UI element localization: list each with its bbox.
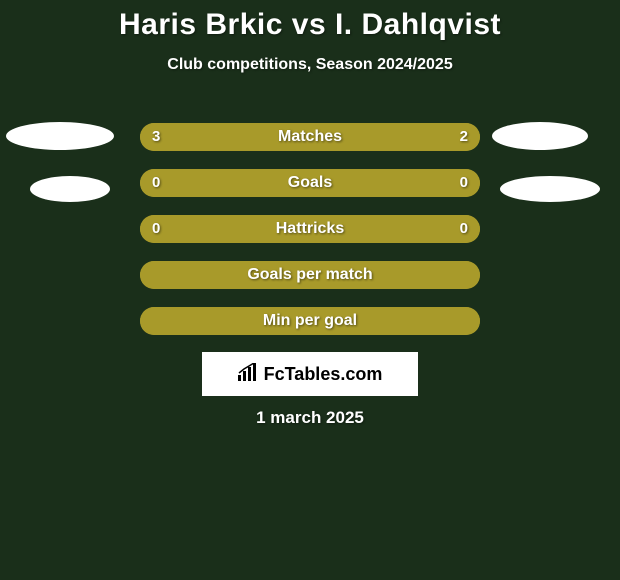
stat-label: Goals per match [140, 261, 480, 289]
stat-label: Matches [140, 123, 480, 151]
chart-icon [238, 363, 260, 386]
stat-row: 00Goals [140, 169, 480, 197]
page-subtitle: Club competitions, Season 2024/2025 [0, 56, 620, 74]
date-label: 1 march 2025 [0, 408, 620, 428]
stat-row: 32Matches [140, 123, 480, 151]
stat-row: Goals per match [140, 261, 480, 289]
logo-text: FcTables.com [264, 364, 383, 385]
stat-label: Goals [140, 169, 480, 197]
decorative-ellipse [492, 122, 588, 150]
decorative-ellipse [6, 122, 114, 150]
stat-label: Hattricks [140, 215, 480, 243]
decorative-ellipse [500, 176, 600, 202]
logo-box: FcTables.com [202, 352, 418, 396]
decorative-ellipse [30, 176, 110, 202]
stat-label: Min per goal [140, 307, 480, 335]
stat-row: 00Hattricks [140, 215, 480, 243]
stat-row: Min per goal [140, 307, 480, 335]
page-title: Haris Brkic vs I. Dahlqvist [0, 0, 620, 42]
comparison-bars: 32Matches 00Goals 00Hattricks Goals per mat… [140, 123, 480, 353]
